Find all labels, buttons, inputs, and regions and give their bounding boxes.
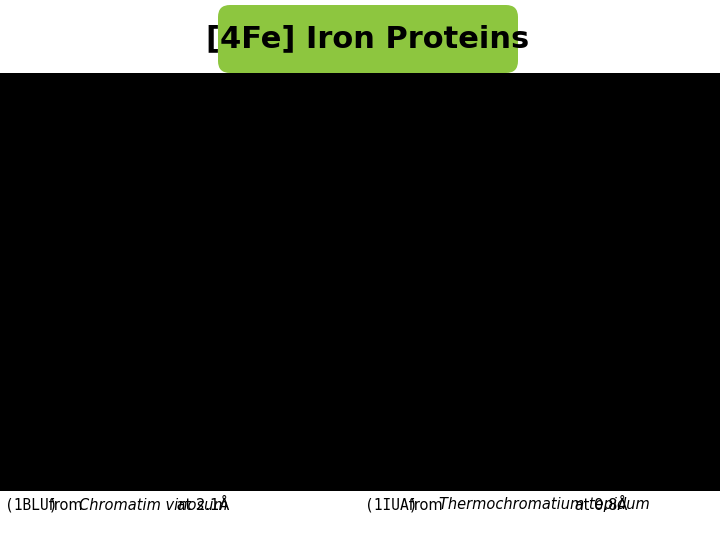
Text: at 2.1Å: at 2.1Å — [171, 497, 229, 512]
Text: Thermochromatium tepidum: Thermochromatium tepidum — [438, 497, 649, 512]
FancyBboxPatch shape — [218, 5, 518, 73]
Text: [4Fe] Iron Proteins: [4Fe] Iron Proteins — [207, 24, 530, 53]
Text: from: from — [404, 497, 447, 512]
Text: (1BLU): (1BLU) — [5, 497, 58, 512]
Text: Chromatim vinosum: Chromatim vinosum — [78, 497, 228, 512]
Text: from: from — [44, 497, 87, 512]
Text: at 0.8Å: at 0.8Å — [570, 497, 627, 512]
Bar — [0, 73, 720, 491]
Text: (1IUA): (1IUA) — [365, 497, 418, 512]
